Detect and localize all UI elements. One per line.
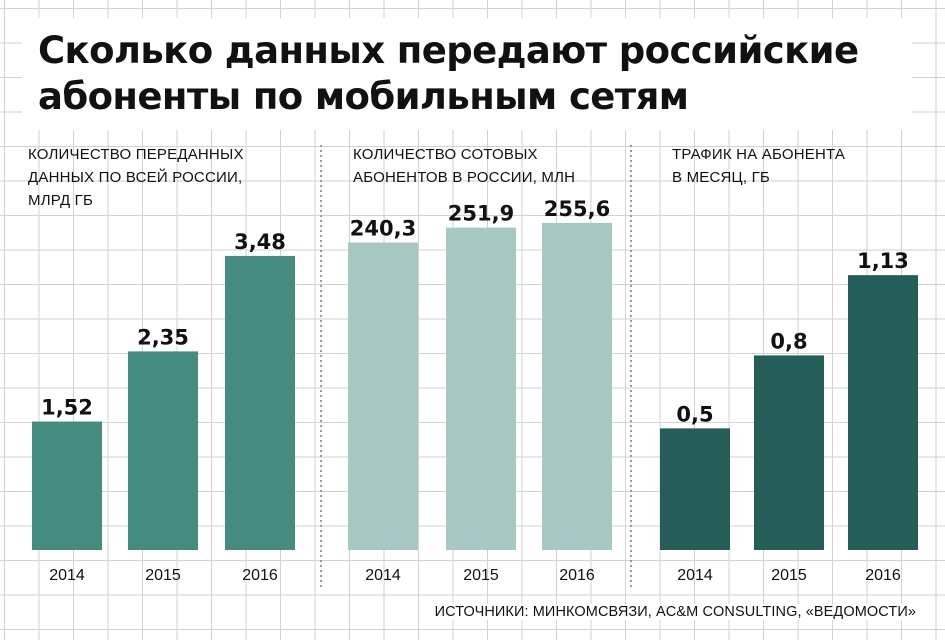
title-box: Сколько данных передают российские абоне…: [22, 18, 912, 130]
panel-3-tick-label-2014: 2014: [677, 567, 713, 584]
panel-1-tick-label-2015: 2015: [145, 567, 181, 584]
panel-2-value-label-2016: 255,6: [544, 197, 610, 221]
panel-3-tick-label-2015: 2015: [771, 567, 807, 584]
panel-2-title-line-2: АБОНЕНТОВ В РОССИИ, МЛН: [353, 169, 575, 186]
panel-2-tick-label-2015: 2015: [463, 567, 499, 584]
panel-1-value-label-2014: 1,52: [41, 396, 93, 420]
page-title: Сколько данных передают российские абоне…: [38, 29, 859, 118]
panel-2-tick-label-2014: 2014: [365, 567, 401, 584]
panel-2-value-label-2015: 251,9: [448, 202, 514, 226]
panel-3-title-line-2: В МЕСЯЦ, ГБ: [672, 169, 770, 186]
panel-3-value-label-2016: 1,13: [857, 249, 909, 273]
panel-1-title-line-1: КОЛИЧЕСТВО ПЕРЕДАННЫХ: [28, 146, 244, 163]
panel-1-tick-label-2014: 2014: [49, 567, 85, 584]
sources-note: ИСТОЧНИКИ: МИНКОМСВЯЗИ, AC&M CONSULTING,…: [432, 604, 918, 620]
panel-1-tick-label-2016: 2016: [242, 567, 278, 584]
panel-3-value-label-2015: 0,8: [770, 329, 807, 353]
panel-3-tick-label-2016: 2016: [865, 567, 901, 584]
panel-2-tick-label-2016: 2016: [559, 567, 595, 584]
panel-2-bar-2015: [446, 227, 516, 550]
panel-1-value-label-2015: 2,35: [137, 325, 189, 349]
panel-3-bar-2016: [848, 275, 918, 550]
panel-1-title-line-2: ДАННЫХ ПО ВСЕЙ РОССИИ,: [28, 168, 242, 186]
panel-2-value-label-2014: 240,3: [350, 216, 416, 240]
panel-1-title-line-3: МЛРД ГБ: [28, 192, 93, 209]
panel-1-bar-2015: [128, 351, 198, 550]
panel-1-bar-2016: [225, 255, 295, 550]
panel-3-value-label-2014: 0,5: [676, 402, 713, 426]
panel-1-value-label-2016: 3,48: [234, 230, 286, 254]
panel-2-bar-2016: [542, 222, 612, 551]
panel-3-bar-2014: [660, 428, 730, 550]
panel-3-bar-2015: [754, 355, 824, 550]
panel-2-bar-2014: [348, 242, 418, 550]
panel-1-bar-2014: [32, 421, 102, 550]
panel-2-title-line-1: КОЛИЧЕСТВО СОТОВЫХ: [353, 146, 538, 163]
panel-3-title-line-1: ТРАФИК НА АБОНЕНТА: [672, 146, 845, 163]
